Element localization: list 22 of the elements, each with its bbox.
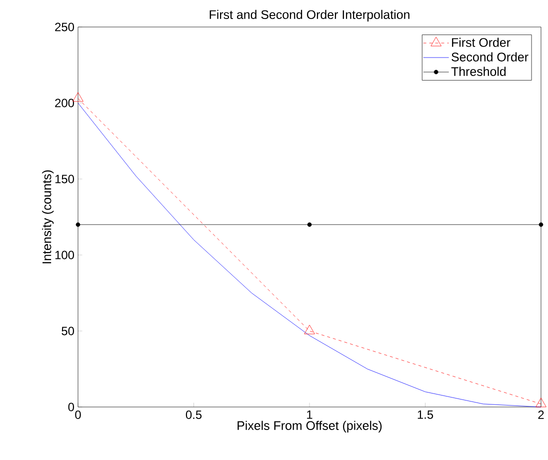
- y-tick-label: 100: [55, 250, 74, 260]
- point: [536, 398, 546, 408]
- x-tick-label: 1.5: [418, 410, 434, 419]
- y-tick-label: 50: [62, 326, 74, 336]
- x-axis-title: Pixels From Offset (pixels): [238, 420, 382, 432]
- point: [538, 222, 544, 227]
- y-tick-label: 200: [55, 98, 74, 108]
- legend-label: Second Order: [452, 52, 528, 62]
- y-tick-label: 0: [68, 402, 74, 412]
- x-tick-label: 0: [75, 410, 81, 419]
- y-axis-title: Intensity (counts): [42, 170, 54, 264]
- point: [76, 222, 80, 227]
- legend-label: First Order: [452, 38, 510, 47]
- point: [304, 324, 315, 334]
- legend-label: Threshold: [451, 66, 506, 76]
- point: [307, 222, 312, 227]
- chart-title: First and Second Order Interpolation: [210, 10, 410, 22]
- x-tick-label: 1: [307, 410, 312, 419]
- x-tick-label: 2: [538, 410, 544, 419]
- y-tick-label: 250: [55, 22, 74, 32]
- x-tick-label: 0.5: [186, 410, 202, 419]
- y-tick-label: 150: [55, 174, 74, 184]
